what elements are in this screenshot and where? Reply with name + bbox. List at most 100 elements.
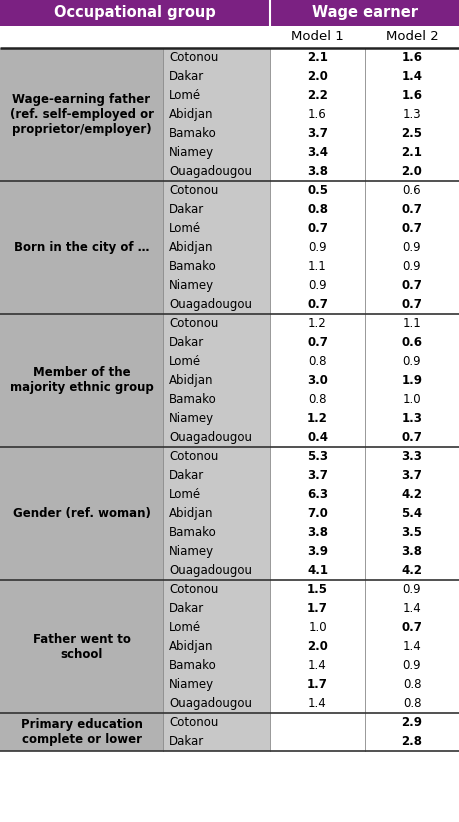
Text: Model 1: Model 1	[291, 30, 344, 44]
Text: 0.9: 0.9	[403, 583, 421, 596]
Bar	[0, 314, 163, 447]
Bar	[163, 181, 270, 314]
Text: 1.3: 1.3	[403, 108, 421, 121]
Text: 0.7: 0.7	[402, 222, 422, 235]
Text: 1.2: 1.2	[307, 412, 328, 425]
Text: Cotonou: Cotonou	[169, 51, 218, 64]
Bar	[163, 48, 270, 181]
Text: Niamey: Niamey	[169, 146, 214, 159]
Text: Dakar: Dakar	[169, 469, 204, 482]
Text: Dakar: Dakar	[169, 602, 204, 615]
Text: 1.6: 1.6	[402, 51, 422, 64]
Text: 1.6: 1.6	[402, 89, 422, 102]
Text: Dakar: Dakar	[169, 336, 204, 349]
Bar	[270, 314, 459, 447]
Text: Bamako: Bamako	[169, 393, 217, 406]
Text: 2.1: 2.1	[402, 146, 422, 159]
Text: Dakar: Dakar	[169, 203, 204, 216]
Text: 4.2: 4.2	[402, 488, 422, 501]
Text: 5.4: 5.4	[402, 507, 423, 520]
Text: 0.8: 0.8	[307, 203, 328, 216]
Text: 0.8: 0.8	[308, 393, 327, 406]
Text: 3.7: 3.7	[307, 469, 328, 482]
Text: 3.3: 3.3	[402, 450, 422, 463]
Text: Dakar: Dakar	[169, 735, 204, 748]
Bar	[270, 181, 459, 314]
Text: Bamako: Bamako	[169, 659, 217, 672]
Text: 2.9: 2.9	[402, 716, 422, 729]
Text: 3.5: 3.5	[402, 526, 422, 539]
Text: 0.7: 0.7	[307, 336, 328, 349]
Text: 5.3: 5.3	[307, 450, 328, 463]
Text: Cotonou: Cotonou	[169, 716, 218, 729]
Bar	[163, 713, 270, 751]
Text: 1.4: 1.4	[402, 70, 422, 83]
Bar	[0, 447, 163, 580]
Text: 0.6: 0.6	[402, 336, 422, 349]
Text: Lomé: Lomé	[169, 89, 201, 102]
Text: 3.8: 3.8	[307, 526, 328, 539]
Bar	[163, 447, 270, 580]
Text: 2.0: 2.0	[307, 70, 328, 83]
Text: 0.7: 0.7	[402, 431, 422, 444]
Text: 1.1: 1.1	[308, 260, 327, 273]
Text: 1.0: 1.0	[308, 621, 327, 634]
Text: 0.5: 0.5	[307, 184, 328, 197]
Text: 4.2: 4.2	[402, 564, 422, 577]
Text: Cotonou: Cotonou	[169, 184, 218, 197]
Text: 1.4: 1.4	[308, 697, 327, 710]
Bar	[163, 580, 270, 713]
Text: Member of the
majority ethnic group: Member of the majority ethnic group	[10, 367, 153, 395]
Bar	[270, 580, 459, 713]
Text: 1.7: 1.7	[307, 678, 328, 691]
Bar	[270, 26, 459, 48]
Text: Father went to
school: Father went to school	[33, 632, 130, 661]
Bar	[270, 713, 459, 751]
Text: 3.8: 3.8	[402, 545, 422, 558]
Text: 1.2: 1.2	[308, 317, 327, 330]
Bar	[0, 26, 270, 48]
Text: 0.7: 0.7	[402, 203, 422, 216]
Text: Abidjan: Abidjan	[169, 241, 213, 254]
Text: Gender (ref. woman): Gender (ref. woman)	[12, 507, 151, 520]
Text: 1.4: 1.4	[403, 640, 421, 653]
Text: 1.5: 1.5	[307, 583, 328, 596]
Text: Cotonou: Cotonou	[169, 317, 218, 330]
Text: Ouagadougou: Ouagadougou	[169, 564, 252, 577]
Text: 0.9: 0.9	[308, 241, 327, 254]
Text: Niamey: Niamey	[169, 279, 214, 292]
Text: 3.8: 3.8	[307, 165, 328, 178]
Text: Wage earner: Wage earner	[312, 6, 418, 21]
Text: Niamey: Niamey	[169, 545, 214, 558]
Text: 0.8: 0.8	[308, 355, 327, 368]
Text: 1.0: 1.0	[403, 393, 421, 406]
Text: 0.9: 0.9	[403, 659, 421, 672]
Text: 3.7: 3.7	[402, 469, 422, 482]
Text: 0.6: 0.6	[403, 184, 421, 197]
Text: 3.4: 3.4	[307, 146, 328, 159]
Text: Abidjan: Abidjan	[169, 640, 213, 653]
Text: 2.2: 2.2	[307, 89, 328, 102]
Text: Lomé: Lomé	[169, 488, 201, 501]
Text: Primary education
complete or lower: Primary education complete or lower	[21, 718, 142, 746]
Text: Ouagadougou: Ouagadougou	[169, 298, 252, 311]
Text: 0.9: 0.9	[308, 279, 327, 292]
Bar	[0, 580, 163, 713]
Text: 0.7: 0.7	[402, 279, 422, 292]
Bar	[0, 0, 459, 26]
Text: Bamako: Bamako	[169, 260, 217, 273]
Bar	[0, 713, 163, 751]
Text: 0.9: 0.9	[403, 355, 421, 368]
Bar	[163, 314, 270, 447]
Text: 6.3: 6.3	[307, 488, 328, 501]
Text: 3.9: 3.9	[307, 545, 328, 558]
Text: Niamey: Niamey	[169, 412, 214, 425]
Text: Bamako: Bamako	[169, 127, 217, 140]
Text: Abidjan: Abidjan	[169, 108, 213, 121]
Text: 0.7: 0.7	[307, 298, 328, 311]
Text: 0.9: 0.9	[403, 241, 421, 254]
Text: Model 2: Model 2	[386, 30, 438, 44]
Text: 0.8: 0.8	[403, 678, 421, 691]
Bar	[270, 447, 459, 580]
Text: 1.3: 1.3	[402, 412, 422, 425]
